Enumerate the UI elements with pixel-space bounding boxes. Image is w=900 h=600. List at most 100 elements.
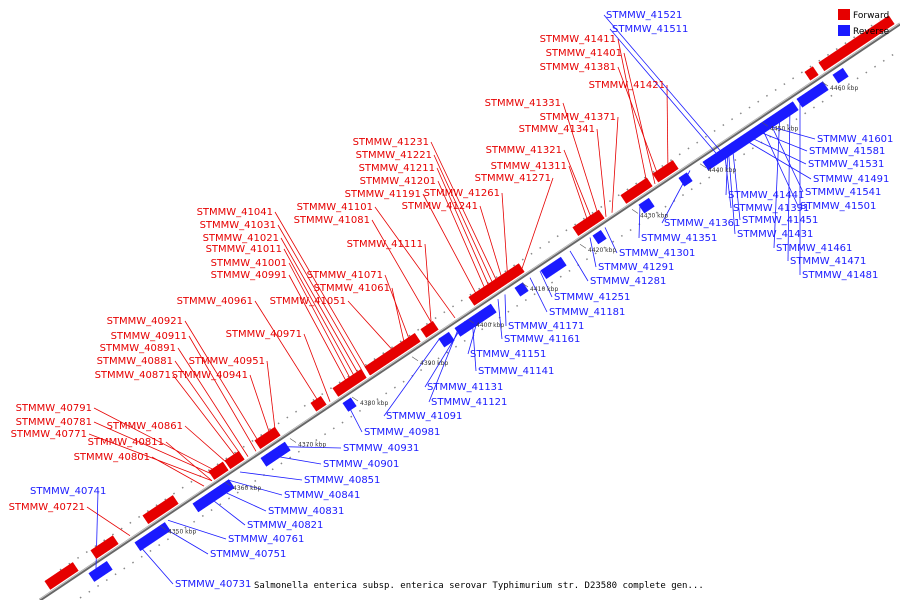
forward-gene-label: STMMW_40791: [16, 403, 92, 414]
reverse-gene-label: STMMW_41291: [598, 262, 674, 273]
kbp-tick-label: 4400 kbp: [476, 322, 504, 329]
forward-gene-label: STMMW_41051: [270, 296, 346, 307]
kbp-tick-mark: [521, 282, 529, 288]
reverse-gene-label: STMMW_41581: [809, 146, 885, 157]
forward-leader-line: [86, 506, 131, 537]
legend-reverse-swatch: [838, 25, 850, 36]
reverse-gene-feature: [192, 479, 235, 513]
reverse-gene-label: STMMW_41541: [805, 187, 881, 198]
forward-leader-line: [437, 180, 489, 296]
forward-gene-label: STMMW_40811: [88, 437, 164, 448]
forward-leader-line: [184, 320, 263, 448]
reverse-leader-line: [731, 142, 741, 221]
forward-leader-line: [384, 274, 413, 347]
reverse-leader-line: [428, 324, 461, 403]
forward-gene-label: STMMW_41021: [203, 233, 279, 244]
kbp-tick-mark: [351, 396, 359, 402]
forward-gene-label: STMMW_41381: [540, 62, 616, 73]
reverse-leader-line: [504, 294, 507, 327]
kbp-tick-label: 4440 kbp: [708, 167, 736, 174]
kbp-tick-label: 4380 kbp: [360, 400, 388, 407]
kbp-tick-mark: [159, 525, 167, 530]
forward-leader-line: [288, 262, 355, 386]
forward-leader-line: [172, 374, 241, 463]
forward-gene-feature: [364, 332, 421, 376]
gene-features: [44, 15, 895, 590]
forward-gene-label: STMMW_40911: [111, 331, 187, 342]
reverse-leader-line: [383, 337, 441, 417]
reverse-gene-label: STMMW_41131: [427, 382, 503, 393]
kbp-tick-label: 4420 kbp: [588, 247, 616, 254]
kbp-tick-mark: [289, 438, 297, 443]
reverse-gene-label: STMMW_40851: [304, 475, 380, 486]
forward-leader-line: [596, 128, 607, 217]
reverse-leader-line: [497, 299, 503, 340]
forward-leader-line: [347, 300, 399, 357]
forward-leader-line: [93, 407, 223, 475]
forward-gene-feature: [572, 209, 605, 237]
forward-leader-line: [374, 206, 456, 319]
forward-gene-label: STMMW_41311: [491, 161, 567, 172]
reverse-leader-line: [603, 14, 721, 151]
forward-gene-label: STMMW_40961: [177, 296, 253, 307]
reverse-gene-label: STMMW_40761: [228, 534, 304, 545]
reverse-gene-feature: [454, 303, 497, 337]
reverse-gene-label: STMMW_41391: [733, 203, 809, 214]
legend-reverse-label: Reverse: [853, 27, 890, 37]
kbp-tick-label: 4430 kbp: [640, 212, 668, 219]
kbp-tick-mark: [699, 163, 707, 169]
forward-gene-label: STMMW_41321: [486, 145, 562, 156]
legend-forward-swatch: [838, 9, 850, 20]
legend: Forward Reverse: [838, 9, 890, 37]
reverse-gene-label: STMMW_41441: [728, 190, 804, 201]
forward-leader-line: [424, 243, 433, 334]
reverse-leader-line: [773, 110, 781, 249]
forward-leader-line: [371, 219, 437, 331]
reverse-leader-line: [609, 28, 717, 154]
kbp-tick-label: 4410 kbp: [530, 286, 558, 293]
reverse-gene-label: STMMW_40841: [284, 490, 360, 501]
reverse-gene-label: STMMW_41531: [808, 159, 884, 170]
kbp-tick-mark: [467, 318, 475, 324]
kbp-tick-label: 4450 kbp: [770, 125, 798, 132]
kbp-tick-label: 4460 kbp: [830, 85, 858, 92]
reverse-gene-feature: [88, 560, 113, 582]
forward-gene-label: STMMW_41201: [360, 176, 436, 187]
reverse-gene-label: STMMW_41431: [737, 229, 813, 240]
reverse-gene-label: STMMW_40731: [175, 579, 251, 590]
forward-leader-line: [666, 84, 669, 176]
reverse-leader-line: [529, 277, 548, 313]
forward-gene-label: STMMW_40781: [16, 417, 92, 428]
reverse-gene-label: STMMW_41161: [504, 334, 580, 345]
reverse-gene-feature: [342, 397, 357, 412]
kbp-tick-label: 4360 kbp: [233, 485, 261, 492]
forward-leader-line: [249, 374, 273, 441]
forward-gene-label: STMMW_41001: [211, 258, 287, 269]
kbp-ticks: 4350 kbp 4360 kbp 4370 kbp 4380 kbp 4390 kbp…: [159, 81, 858, 536]
reverse-leader-line: [569, 250, 589, 282]
forward-leader-line: [617, 38, 649, 189]
upper-guide-track: [59, 19, 881, 571]
forward-leader-line: [88, 433, 213, 482]
forward-leader-line: [422, 193, 481, 302]
forward-gene-label: STMMW_41401: [546, 48, 622, 59]
forward-gene-label: STMMW_40801: [74, 452, 150, 463]
reverse-gene-feature: [832, 67, 849, 84]
reverse-gene-feature: [678, 172, 693, 187]
kbp-tick-mark: [411, 356, 419, 362]
forward-leader-line: [563, 149, 595, 225]
reverse-gene-feature: [592, 229, 607, 245]
forward-leader-line: [188, 335, 257, 452]
forward-leader-line: [274, 211, 371, 376]
kbp-tick-label: 4350 kbp: [168, 529, 196, 536]
legend-forward-label: Forward: [853, 11, 889, 21]
reverse-gene-feature: [134, 522, 171, 552]
forward-leader-line: [623, 52, 656, 185]
forward-gene-feature: [208, 461, 229, 480]
reverse-gene-label: STMMW_41511: [612, 24, 688, 35]
genome-backbone-highlight: [39, 22, 900, 600]
forward-gene-label: STMMW_41071: [307, 270, 383, 281]
kbp-tick-mark: [631, 209, 639, 214]
reverse-gene-feature: [540, 256, 567, 280]
forward-leader-line: [165, 441, 213, 482]
